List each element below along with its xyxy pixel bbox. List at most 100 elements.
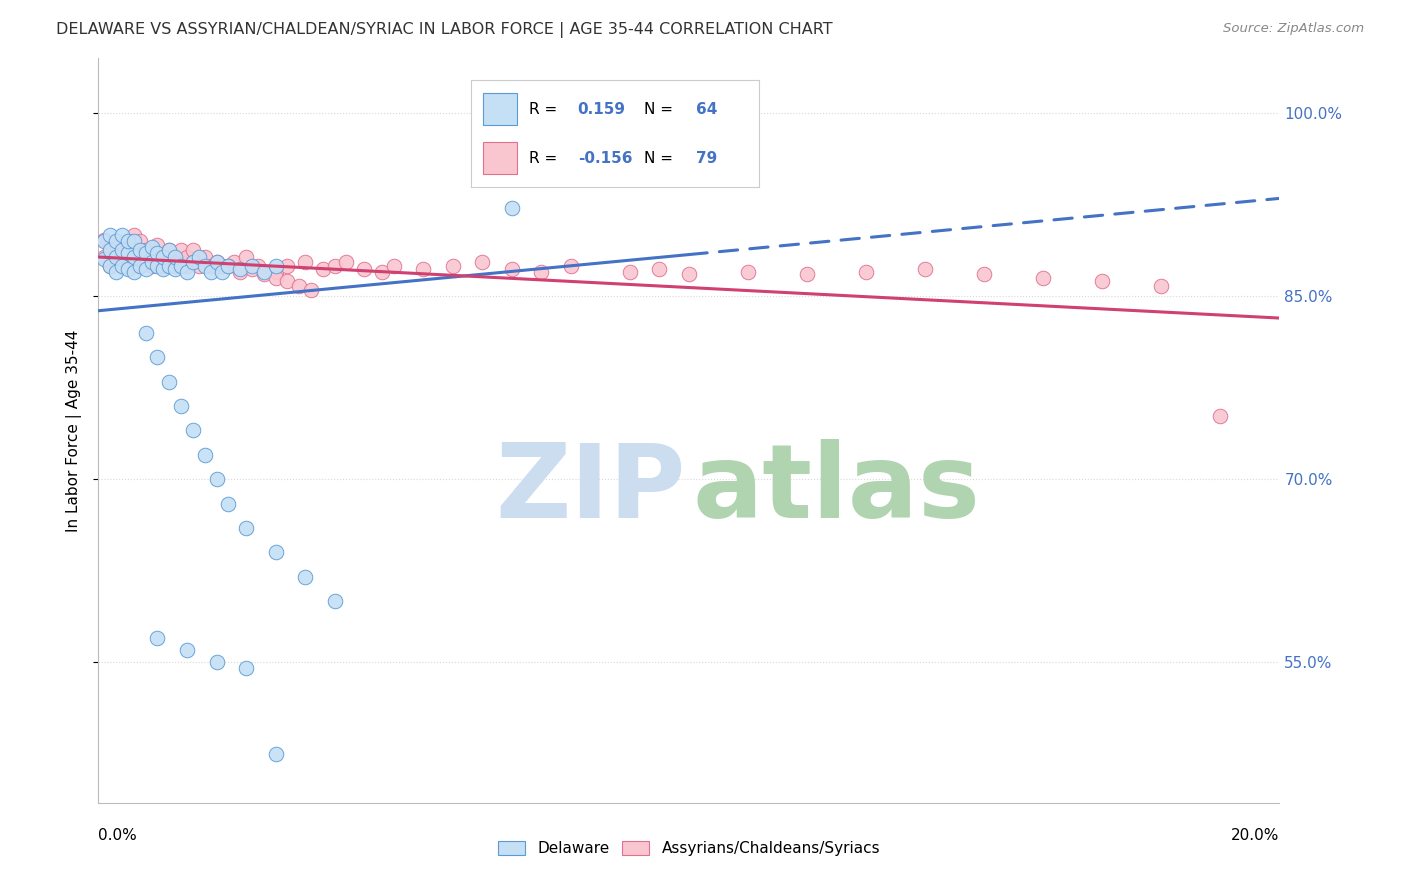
Point [122, 250, 145, 264]
Point [246, 259, 269, 273]
Text: N =: N = [644, 102, 678, 117]
Point [973, 267, 995, 281]
Point [93, 233, 115, 247]
Text: atlas: atlas [693, 440, 980, 541]
Point [235, 521, 257, 535]
Point [135, 262, 157, 277]
Point [276, 259, 298, 273]
Point [187, 250, 209, 264]
Point [111, 259, 134, 273]
Point [240, 262, 263, 277]
Point [253, 265, 276, 279]
Point [98, 259, 121, 273]
Point [224, 255, 246, 269]
Point [176, 643, 198, 657]
Point [141, 255, 163, 269]
Point [855, 265, 877, 279]
Point [141, 250, 163, 264]
Point [105, 250, 128, 264]
Point [117, 234, 139, 248]
Y-axis label: In Labor Force | Age 35-44: In Labor Force | Age 35-44 [66, 329, 82, 532]
Point [117, 234, 139, 248]
Point [176, 259, 198, 273]
Point [98, 240, 121, 254]
Point [264, 259, 287, 273]
Point [135, 243, 157, 257]
Point [200, 265, 222, 279]
Text: R =: R = [529, 151, 562, 166]
Point [176, 265, 198, 279]
Point [141, 259, 163, 273]
Point [205, 472, 228, 486]
Point [619, 265, 641, 279]
Point [205, 255, 228, 269]
Point [105, 255, 128, 269]
Point [111, 227, 134, 242]
Point [128, 250, 150, 264]
Point [530, 265, 553, 279]
Point [146, 631, 169, 645]
Point [211, 265, 233, 279]
Point [181, 423, 204, 437]
FancyBboxPatch shape [482, 143, 517, 175]
Point [146, 255, 169, 269]
Point [105, 265, 128, 279]
Point [181, 243, 204, 257]
Point [323, 259, 346, 273]
Point [152, 250, 174, 264]
Point [122, 237, 145, 252]
Point [157, 243, 180, 257]
Point [111, 243, 134, 257]
Point [170, 243, 193, 257]
Point [122, 265, 145, 279]
Point [122, 227, 145, 242]
Point [229, 265, 252, 279]
Point [737, 265, 759, 279]
Point [264, 265, 287, 279]
Point [353, 262, 375, 277]
Point [128, 243, 150, 257]
Point [141, 240, 163, 254]
Point [146, 246, 169, 260]
Point [312, 262, 335, 277]
Point [253, 267, 276, 281]
Point [128, 234, 150, 248]
Text: R =: R = [529, 102, 562, 117]
Point [205, 656, 228, 670]
Point [135, 246, 157, 260]
Point [165, 250, 187, 264]
Point [1091, 274, 1114, 288]
Point [276, 274, 298, 288]
Point [111, 259, 134, 273]
Point [105, 237, 128, 252]
Point [135, 255, 157, 269]
Point [146, 259, 169, 273]
Point [501, 201, 523, 215]
Point [294, 255, 316, 269]
Point [146, 350, 169, 364]
Text: 20.0%: 20.0% [1232, 828, 1279, 843]
Point [471, 255, 494, 269]
Point [294, 570, 316, 584]
Point [217, 259, 239, 273]
Point [135, 326, 157, 340]
Point [93, 252, 115, 267]
Point [157, 243, 180, 257]
Point [122, 234, 145, 248]
Point [501, 262, 523, 277]
Point [678, 267, 700, 281]
Point [441, 259, 464, 273]
Point [117, 262, 139, 277]
Point [170, 259, 193, 273]
Point [299, 283, 322, 297]
Point [128, 259, 150, 273]
Point [648, 262, 671, 277]
Text: 79: 79 [696, 151, 717, 166]
Point [217, 497, 239, 511]
Point [165, 250, 187, 264]
Point [412, 262, 434, 277]
Point [288, 279, 311, 293]
Text: 64: 64 [696, 102, 717, 117]
Point [105, 234, 128, 248]
Point [170, 399, 193, 413]
